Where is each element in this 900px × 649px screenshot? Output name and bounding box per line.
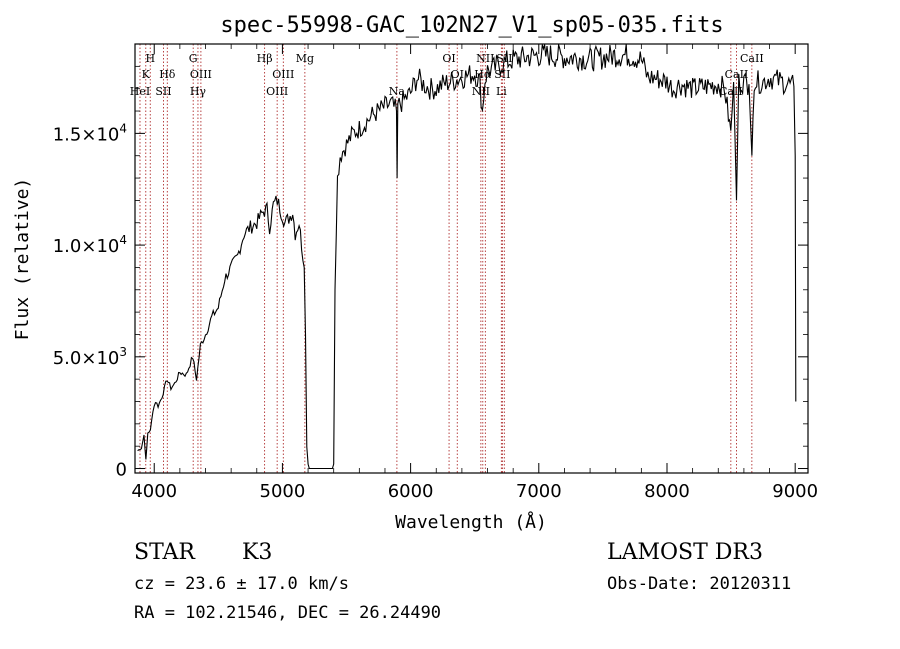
plot-area: HeIKHSIIHδGHγOIIIHβOIIIOIIIMgNaOIOINIIHα… <box>53 44 818 502</box>
survey-name: LAMOST DR3 <box>607 540 763 565</box>
object-class: STAR <box>134 540 195 565</box>
plot-frame <box>134 43 809 474</box>
spectral-line-label: H <box>145 52 155 65</box>
spectral-line-label: OIII <box>272 68 294 81</box>
x-tick-label: 5000 <box>260 481 306 502</box>
spectral-line-label: OIII <box>190 68 212 81</box>
spectral-line-label: OIII <box>266 85 288 98</box>
spectral-line-label: G <box>189 52 198 65</box>
y-axis-label: Flux (relative) <box>12 178 33 341</box>
x-tick-label: 6000 <box>388 481 434 502</box>
spectral-line-label: Mg <box>296 52 314 65</box>
spectral-line-label: CaII <box>740 52 764 65</box>
y-tick-label: 0 <box>116 460 127 481</box>
spectral-line-label: Hβ <box>257 52 273 65</box>
spectral-line-label: SII <box>494 68 510 81</box>
spectral-line-label: Li <box>496 85 507 98</box>
x-tick-label: 7000 <box>516 481 562 502</box>
y-tick-label: 5.0×103 <box>53 345 127 369</box>
x-tick-label: 4000 <box>131 481 177 502</box>
coordinates-info: RA = 102.21546, DEC = 26.24490 <box>134 603 442 623</box>
spectral-line-label: K <box>142 68 151 81</box>
observation-date: Obs-Date: 20120311 <box>607 574 792 594</box>
object-subclass: K3 <box>242 540 273 565</box>
spectral-line-label: HeI <box>130 85 150 98</box>
redshift-info: cz = 23.6 ± 17.0 km/s <box>134 574 349 594</box>
spectral-line-label: SII <box>155 85 171 98</box>
x-tick-label: 9000 <box>772 481 818 502</box>
y-tick-label: 1.0×104 <box>53 233 127 257</box>
spectral-line-label: NII <box>476 52 494 65</box>
spectral-line-label: CaII <box>725 68 749 81</box>
x-axis-label: Wavelength (Å) <box>395 511 547 533</box>
spectral-line-label: Na <box>389 85 406 98</box>
spectral-line-label: Hδ <box>159 68 176 81</box>
x-tick-label: 8000 <box>644 481 690 502</box>
spectrum-line <box>137 44 797 470</box>
chart-title: spec-55998-GAC_102N27_V1_sp05-035.fits <box>220 13 723 38</box>
y-tick-label: 1.5×104 <box>53 121 127 145</box>
spectral-line-label: Hγ <box>190 85 207 98</box>
spectral-line-label: OI <box>442 52 455 65</box>
